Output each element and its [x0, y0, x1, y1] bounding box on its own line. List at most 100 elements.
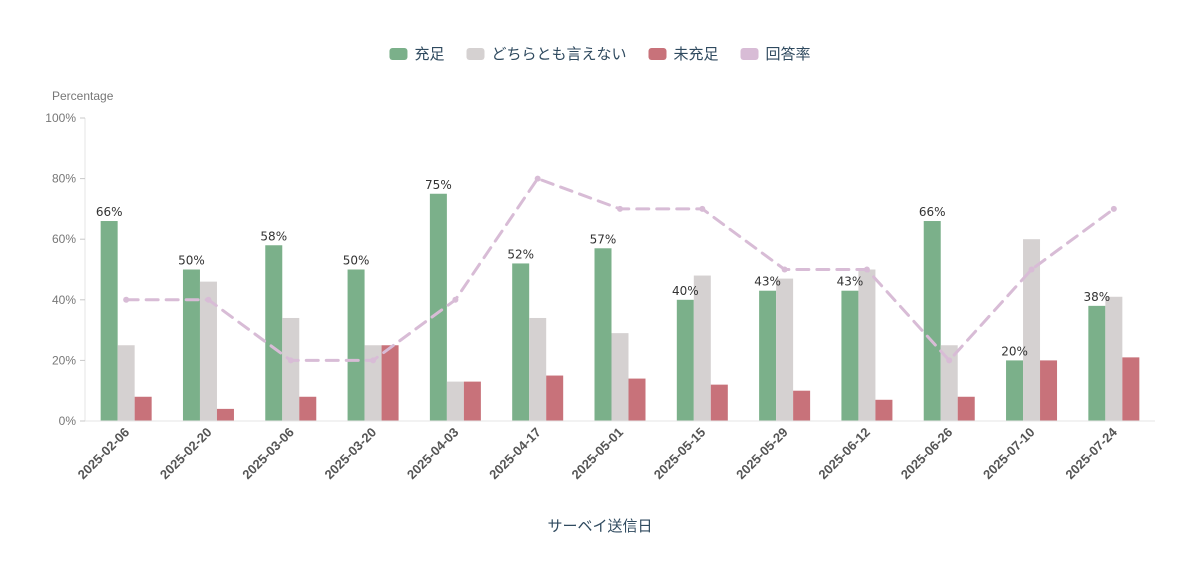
line-point-2025-05-29	[781, 266, 788, 273]
bar-充足-2025-05-15	[676, 299, 694, 421]
bar-充足-2025-02-06	[100, 221, 118, 421]
data-labels: 66% 50% 58% 50% 75% 52% 57% 40% 43% 43% 66% 20% 38%	[96, 178, 1110, 359]
bars	[100, 193, 1140, 421]
x-tick-label: 2025-04-17	[486, 425, 544, 483]
data-label: 20%	[1001, 344, 1028, 358]
data-label: 66%	[919, 205, 946, 219]
bar-どちらとも言えない-2025-06-12	[858, 269, 876, 421]
y-tick-label: 60%	[52, 232, 76, 246]
bar-未充足-2025-06-12	[875, 399, 893, 421]
bar-未充足-2025-07-10	[1040, 360, 1058, 421]
bar-どちらとも言えない-2025-02-20	[199, 281, 217, 421]
y-tick-label: 20%	[52, 353, 76, 367]
x-tick-label: 2025-03-20	[322, 425, 380, 483]
data-label: 38%	[1084, 290, 1111, 304]
bar-どちらとも言えない-2025-03-06	[282, 317, 300, 421]
x-tick-label: 2025-07-24	[1062, 424, 1120, 482]
legend-label: どちらとも言えない	[491, 45, 626, 63]
legend: 充足 どちらとも言えない 未充足 回答率	[389, 45, 811, 63]
x-tick-label: 2025-06-26	[898, 425, 956, 483]
legend-swatch	[648, 48, 667, 60]
line-point-2025-05-15	[699, 205, 706, 212]
x-axis-label: サーベイ送信日	[547, 517, 652, 535]
bar-未充足-2025-04-03	[463, 381, 481, 421]
bar-充足-2025-04-17	[512, 263, 530, 421]
x-tick-label: 2025-05-15	[651, 425, 709, 483]
bar-充足-2025-06-26	[923, 221, 941, 421]
legend-item-充足[interactable]: 充足	[389, 45, 444, 63]
legend-item-回答率[interactable]: 回答率	[740, 45, 811, 63]
y-tick-label: 80%	[52, 172, 76, 186]
data-label: 40%	[672, 284, 699, 298]
data-label: 50%	[178, 254, 205, 268]
legend-label: 未充足	[674, 45, 719, 63]
y-tick-label: 0%	[59, 414, 77, 428]
y-tick-label: 100%	[45, 111, 76, 125]
bar-充足-2025-06-12	[841, 290, 859, 421]
legend-label: 充足	[414, 45, 444, 63]
bar-どちらとも言えない-2025-05-29	[776, 278, 794, 421]
bar-どちらとも言えない-2025-06-26	[940, 345, 958, 421]
x-tick-label: 2025-02-06	[75, 425, 133, 483]
bar-未充足-2025-06-26	[957, 396, 975, 421]
data-label: 75%	[425, 178, 452, 192]
data-label: 43%	[754, 275, 781, 289]
bar-充足-2025-05-01	[594, 248, 612, 421]
legend-label: 回答率	[766, 45, 811, 63]
legend-item-どちらとも言えない[interactable]: どちらとも言えない	[466, 45, 627, 63]
line-point-2025-07-24	[1110, 205, 1117, 212]
bar-どちらとも言えない-2025-05-01	[611, 333, 629, 421]
bar-どちらとも言えない-2025-07-10	[1023, 239, 1041, 421]
x-tick-label: 2025-05-29	[733, 425, 791, 483]
bar-未充足-2025-03-20	[381, 345, 399, 421]
data-label: 43%	[837, 275, 864, 289]
x-tick-label: 2025-06-12	[815, 425, 873, 483]
line-point-2025-04-03	[452, 296, 459, 303]
bar-充足-2025-02-20	[182, 269, 200, 421]
bar-充足-2025-03-20	[347, 269, 365, 421]
response-rate-line	[123, 175, 1117, 364]
x-tick-label: 2025-04-03	[404, 425, 462, 483]
line-point-2025-07-10	[1028, 266, 1035, 273]
line-point-2025-03-20	[370, 357, 377, 364]
y-tick-label: 40%	[52, 293, 76, 307]
bar-未充足-2025-05-01	[628, 378, 646, 421]
bar-未充足-2025-05-29	[793, 390, 811, 421]
data-label: 57%	[590, 232, 617, 246]
y-axis-label: Percentage	[52, 89, 114, 103]
bar-どちらとも言えない-2025-05-15	[693, 275, 711, 421]
bar-未充足-2025-05-15	[710, 384, 728, 421]
y-axis: 0% 20% 40% 60% 80% 100%	[45, 111, 86, 428]
line-point-2025-02-06	[123, 296, 130, 303]
x-axis: 2025-02-06 2025-02-20 2025-03-06 2025-03-20…	[75, 420, 1155, 483]
data-label: 66%	[96, 205, 123, 219]
bar-未充足-2025-02-20	[216, 408, 234, 421]
bar-充足-2025-05-29	[759, 290, 777, 421]
bar-どちらとも言えない-2025-02-06	[117, 345, 135, 421]
legend-item-未充足[interactable]: 未充足	[648, 45, 719, 63]
bar-充足-2025-04-03	[429, 193, 447, 421]
line-point-2025-03-06	[287, 357, 294, 364]
legend-swatch	[466, 48, 485, 60]
legend-swatch	[389, 48, 408, 60]
bar-未充足-2025-04-17	[546, 375, 564, 421]
bar-充足-2025-07-24	[1088, 305, 1106, 421]
x-tick-label: 2025-05-01	[568, 425, 626, 483]
x-tick-label: 2025-07-10	[980, 425, 1038, 483]
bar-未充足-2025-07-24	[1122, 357, 1140, 421]
bar-どちらとも言えない-2025-04-03	[446, 381, 464, 421]
line-point-2025-02-20	[205, 296, 212, 303]
x-tick-label: 2025-02-20	[157, 425, 215, 483]
data-label: 58%	[260, 229, 287, 243]
bar-どちらとも言えない-2025-07-24	[1105, 296, 1123, 421]
bar-どちらとも言えない-2025-04-17	[529, 317, 547, 421]
data-label: 52%	[507, 247, 534, 261]
line-point-2025-06-12	[863, 266, 870, 273]
bar-未充足-2025-02-06	[134, 396, 152, 421]
legend-swatch	[740, 48, 759, 60]
bar-充足-2025-03-06	[265, 245, 283, 421]
bar-どちらとも言えない-2025-03-20	[364, 345, 382, 421]
line-point-2025-04-17	[534, 175, 541, 182]
data-label: 50%	[343, 254, 370, 268]
